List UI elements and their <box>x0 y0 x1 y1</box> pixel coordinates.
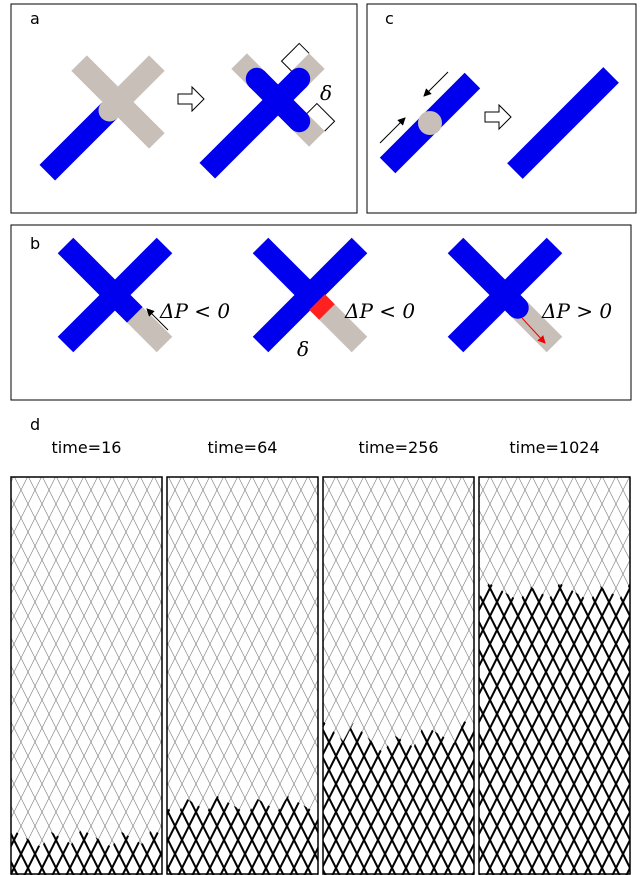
lattice <box>11 477 162 875</box>
panel-a-frame <box>11 4 357 213</box>
delta: δ <box>297 337 309 361</box>
lattice <box>323 477 474 875</box>
pressure-label: ΔP < 0 <box>159 299 230 323</box>
time-label: time=1024 <box>509 438 599 457</box>
cross <box>211 196 409 394</box>
panel-label: c <box>385 9 394 28</box>
cross <box>406 196 604 394</box>
junction-before <box>8 24 195 211</box>
delta: δ <box>320 81 332 105</box>
cross <box>16 196 214 394</box>
filled-lattice <box>323 721 474 875</box>
time-label: time=64 <box>208 438 278 457</box>
panel-label: b <box>30 234 40 253</box>
pressure-label: ΔP > 0 <box>541 299 612 323</box>
bar-bubble <box>379 72 481 174</box>
bar <box>507 67 619 179</box>
arrow <box>424 72 448 96</box>
figure: a δ c b ΔP < 0 ΔP < 0 ΔP > 0 δ d time=16… <box>0 0 644 875</box>
time-label: time=16 <box>52 438 122 457</box>
pressure-label: ΔP < 0 <box>344 299 415 323</box>
arrow <box>178 87 204 111</box>
lattice <box>167 477 318 875</box>
lattice <box>479 477 630 875</box>
empty-lattice <box>11 477 162 875</box>
panel-label: a <box>30 9 40 28</box>
time-label: time=256 <box>358 438 438 457</box>
panel-label: d <box>30 415 40 434</box>
junction-after <box>168 22 355 209</box>
arrow <box>485 105 511 129</box>
filled-lattice <box>479 583 630 875</box>
